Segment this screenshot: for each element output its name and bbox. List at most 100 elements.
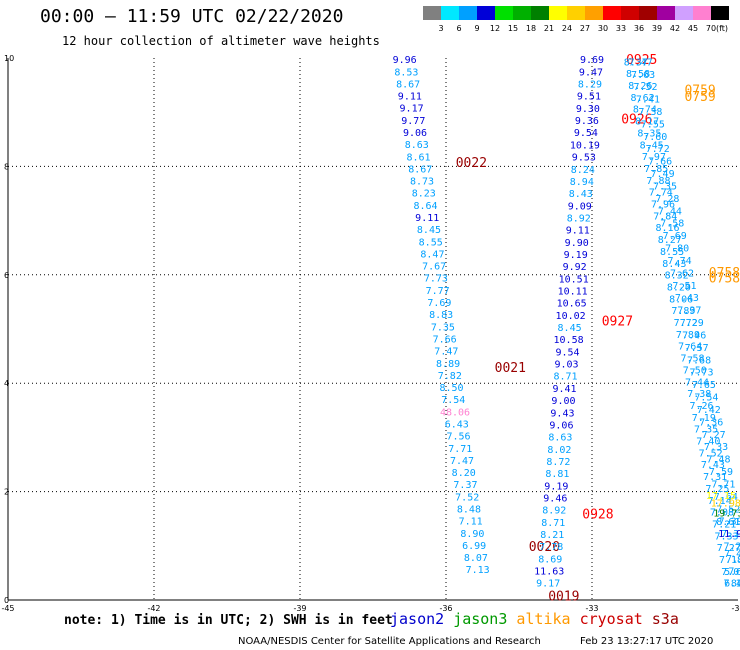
- wave-height-value: 7.64: [714, 492, 738, 503]
- wave-height-value: 8.74: [633, 105, 657, 116]
- color-scale-swatch: [603, 6, 621, 20]
- wave-height-value: 7.13: [466, 565, 490, 576]
- color-scale-swatch: [531, 6, 549, 20]
- satellite-legend: jason2 jason3 altika cryosat s3a: [390, 610, 688, 628]
- wave-height-value: 17.98: [711, 499, 740, 510]
- pass-time-label: 0759: [684, 83, 715, 98]
- wave-height-value: 9.30: [576, 104, 600, 115]
- credit-line: NOAA/NESDIS Center for Satellite Applica…: [238, 636, 541, 647]
- wave-height-value: 7.49: [651, 169, 675, 180]
- wave-height-value: 7.4: [724, 549, 740, 560]
- wave-height-value: 8.58: [626, 69, 650, 80]
- wave-height-value: 8.29: [578, 80, 602, 91]
- wave-height-value: 8.62: [631, 93, 655, 104]
- legend-jason2: jason2: [390, 610, 445, 628]
- legend-cryosat: cryosat: [579, 610, 643, 628]
- color-scale-swatch: [693, 6, 711, 20]
- wave-height-value: 6.4: [724, 579, 740, 590]
- wave-height-value: 9.54: [574, 128, 598, 139]
- color-scale-swatch: [549, 6, 567, 20]
- wave-height-value: 7.68: [687, 355, 711, 366]
- pass-time-label: 0019: [548, 590, 579, 605]
- color-scale-swatch: [567, 6, 585, 20]
- wave-height-value: 7.88: [646, 176, 670, 187]
- x-tick-label: -39: [293, 604, 306, 613]
- wave-height-value: 9.11: [415, 213, 439, 224]
- wave-height-value: 7.69: [427, 298, 451, 309]
- y-tick-label: 0: [4, 596, 9, 605]
- wave-height-value: 8.71: [553, 372, 577, 383]
- wave-height-value: 7.40: [696, 437, 720, 448]
- color-scale-tick: 36: [634, 24, 644, 33]
- wave-height-value: 7.97: [642, 152, 666, 163]
- wave-height-value: 8.48: [457, 504, 481, 515]
- color-scale-tick: 15: [508, 24, 518, 33]
- wave-height-value: 8.64: [413, 201, 437, 212]
- wave-height-value: 7.82: [438, 371, 462, 382]
- wave-height-value: 7.73: [689, 368, 713, 379]
- wave-height-value: 7.05: [721, 567, 740, 578]
- y-tick-label: 2: [4, 488, 9, 497]
- wave-height-value: 9.47: [579, 67, 603, 78]
- wave-height-value: 8.63: [405, 140, 429, 151]
- wave-height-value: 7.72: [674, 318, 698, 329]
- wave-height-value: 48.06: [440, 407, 470, 418]
- wave-height-value: 10.19: [570, 140, 600, 151]
- wave-height-value: 8.20: [667, 282, 691, 293]
- wave-height-value: 7.80: [665, 244, 689, 255]
- wave-height-value: 9.19: [564, 250, 588, 261]
- wave-height-value: 7.69: [663, 231, 687, 242]
- wave-height-value: 17.15: [706, 491, 736, 502]
- wave-height-value: 7.71: [711, 479, 735, 490]
- color-scale-tick: 39: [652, 24, 662, 33]
- color-scale-swatch: [495, 6, 513, 20]
- wave-height-value: 8.45: [558, 323, 582, 334]
- wave-height-value: 9.69: [580, 55, 604, 66]
- wave-height-value: 7.51: [672, 281, 696, 292]
- wave-height-value: 8.26: [731, 579, 740, 590]
- wave-height-value: 8.81: [545, 469, 569, 480]
- wave-height-value: 11.63: [534, 567, 564, 578]
- wave-height-value: 7.77: [426, 286, 450, 297]
- wave-height-value: 8.23: [412, 189, 436, 200]
- x-tick-label: -45: [1, 604, 14, 613]
- wave-height-value: 7.27: [717, 543, 740, 554]
- wave-height-value: 7.43: [701, 460, 725, 471]
- wave-height-value: 7.41: [636, 95, 660, 106]
- wave-height-value: 9.11: [566, 226, 590, 237]
- wave-height-value: 7.47: [629, 57, 653, 68]
- wave-height-value: 8.92: [542, 506, 566, 517]
- wave-height-value: 7.42: [697, 405, 721, 416]
- wave-height-value: 7.44: [685, 377, 709, 388]
- wave-height-value: 9.06: [549, 420, 573, 431]
- color-scale-tick: 27: [580, 24, 590, 33]
- wave-height-value: 7.39: [719, 517, 740, 528]
- wave-height-value: 9.77: [401, 116, 425, 127]
- wave-height-value: 8.55: [419, 237, 443, 248]
- color-scale-tick: 9: [474, 24, 479, 33]
- color-scale-tick: 45: [688, 24, 698, 33]
- color-scale-swatch: [657, 6, 675, 20]
- wave-height-value: 7.37: [726, 554, 740, 565]
- wave-height-value: 7.28: [655, 194, 679, 205]
- wave-height-value: 8.45: [640, 140, 664, 151]
- wave-height-value: 7.48: [706, 455, 730, 466]
- color-scale-tick: 24: [562, 24, 572, 33]
- wave-height-value: 9.19: [544, 481, 568, 492]
- color-scale-tick: 42: [670, 24, 680, 33]
- wave-height-value: 8.37: [624, 57, 648, 68]
- pass-time-label: 0927: [602, 314, 633, 329]
- wave-height-value: 9.43: [550, 408, 574, 419]
- wave-height-value: 9.09: [568, 201, 592, 212]
- wave-height-value: 8.83: [429, 310, 453, 321]
- wave-height-value: 7.55: [641, 119, 665, 130]
- wave-height-value: 8.43: [662, 259, 686, 270]
- wave-height-value: 7.89: [671, 306, 695, 317]
- wave-height-value: 7.58: [680, 354, 704, 365]
- wave-height-value: 7.85: [644, 164, 668, 175]
- wave-height-value: 7.67: [422, 262, 446, 273]
- wave-height-value: 7.21: [712, 519, 736, 530]
- chart-subtitle: 12 hour collection of altimeter wave hei…: [62, 34, 380, 48]
- wave-height-value: 10.51: [559, 274, 589, 285]
- wave-height-value: 7.25: [724, 541, 740, 552]
